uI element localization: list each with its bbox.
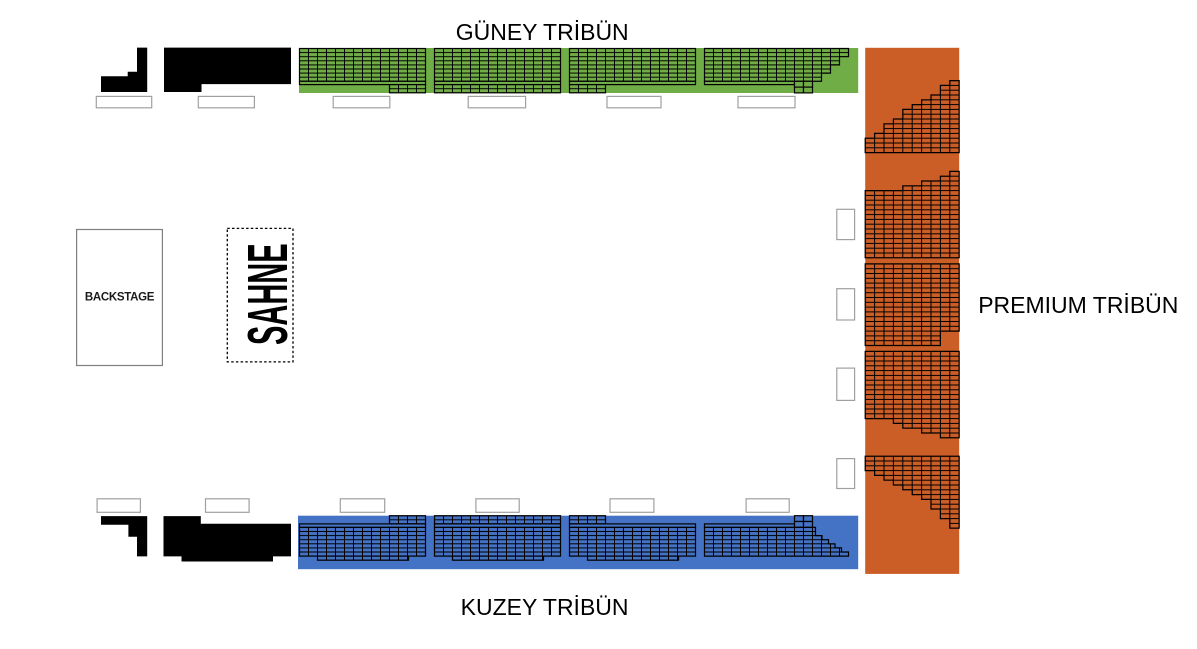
svg-text:SAHNE: SAHNE (235, 243, 299, 344)
svg-text:GÜNEY TRİBÜN: GÜNEY TRİBÜN (456, 19, 629, 45)
svg-text:BACKSTAGE: BACKSTAGE (85, 292, 155, 304)
svg-text:PREMIUM TRİBÜN: PREMIUM TRİBÜN (978, 292, 1178, 318)
svg-text:KUZEY TRİBÜN: KUZEY TRİBÜN (461, 594, 629, 620)
